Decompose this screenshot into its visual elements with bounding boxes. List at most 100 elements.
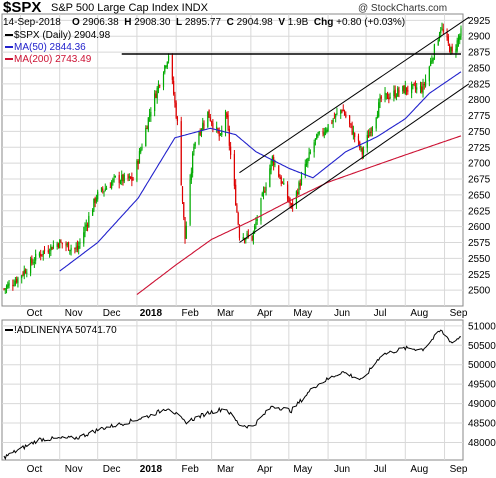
y-tick-label: 2525 xyxy=(468,270,491,281)
x-tick-label-breadth: Dec xyxy=(103,464,121,475)
candle-body xyxy=(159,85,161,87)
candle-body xyxy=(449,44,451,53)
candle-body xyxy=(219,134,222,136)
candle-body xyxy=(136,160,138,181)
candle-body xyxy=(260,198,262,222)
y-tick-label: 2650 xyxy=(468,190,491,201)
candle-body xyxy=(66,243,68,246)
candle-body xyxy=(371,127,373,132)
candle-body xyxy=(279,177,281,179)
candle-body xyxy=(237,213,239,225)
candle-body xyxy=(79,241,81,245)
candle-body xyxy=(93,198,95,210)
candle-body xyxy=(84,226,86,233)
candle-body xyxy=(441,28,443,30)
candle-body xyxy=(307,158,309,164)
candle-body xyxy=(246,233,248,237)
candle-body xyxy=(379,97,381,103)
candle-body xyxy=(236,205,238,213)
candle-body xyxy=(360,146,362,148)
candle-body xyxy=(323,132,325,136)
x-tick-label-price: Mar xyxy=(217,308,235,319)
candle-body xyxy=(61,242,63,245)
candle-body xyxy=(16,279,18,283)
candle-body xyxy=(397,88,399,97)
candle-body xyxy=(218,130,220,137)
candle-body xyxy=(313,142,315,153)
candle-body xyxy=(309,151,311,154)
change-label: Chg xyxy=(313,17,334,28)
candle-body xyxy=(376,114,379,119)
ma50-line xyxy=(59,71,462,272)
candle-body xyxy=(185,225,187,239)
candle-body xyxy=(227,115,229,130)
candle-body xyxy=(280,177,282,184)
y-tick-label: 2625 xyxy=(468,206,491,217)
candle-body xyxy=(216,126,218,129)
candle-body xyxy=(403,85,405,94)
candle-body xyxy=(132,179,134,181)
candle-body xyxy=(345,114,347,118)
candle-body xyxy=(402,85,404,92)
candle-body xyxy=(190,172,192,181)
ma50-swatch xyxy=(5,46,13,49)
candle-body xyxy=(41,254,43,256)
x-tick-label-breadth: Feb xyxy=(182,464,200,475)
candle-body xyxy=(255,222,257,225)
candle-body xyxy=(412,84,414,86)
x-tick-label-price: Jul xyxy=(374,308,387,319)
y-tick-label: 2725 xyxy=(468,143,491,154)
legend-price: $SPX (Daily) 2904.98 xyxy=(5,30,110,41)
candle-body xyxy=(76,245,79,250)
candle-body xyxy=(384,92,386,99)
candle-body xyxy=(26,272,28,274)
candle-body xyxy=(278,165,280,177)
legend-breadth-text: !ADLINENYA 50741.70 xyxy=(14,325,117,336)
candle-body xyxy=(166,61,168,67)
candle-body xyxy=(455,48,457,53)
candle-body xyxy=(283,183,285,185)
candle-body xyxy=(416,87,418,90)
candle-body xyxy=(17,277,19,284)
symbol: $SPX xyxy=(3,0,42,16)
candle-body xyxy=(94,198,96,203)
candle-body xyxy=(181,186,184,202)
candle-body xyxy=(299,182,301,186)
candle-body xyxy=(154,93,156,112)
legend-price-text: $SPX (Daily) 2904.98 xyxy=(14,30,111,41)
candle-body xyxy=(388,97,390,100)
candle-body xyxy=(304,164,306,176)
candle-body xyxy=(460,28,462,36)
legend-breadth: !ADLINENYA 50741.70 xyxy=(5,325,117,336)
candle-body xyxy=(65,243,67,246)
candle-body xyxy=(292,202,294,207)
candle-body xyxy=(428,66,430,82)
candle-body xyxy=(221,130,223,136)
candle-body xyxy=(395,96,398,98)
candle-body xyxy=(262,190,265,195)
y-tick-label: 51000 xyxy=(468,321,496,332)
ma200-swatch xyxy=(5,58,13,61)
y-tick-label: 2750 xyxy=(468,127,491,138)
candle-body xyxy=(433,44,436,60)
candle-body xyxy=(342,109,344,112)
candle-body xyxy=(226,113,228,118)
candle-body xyxy=(38,253,41,256)
x-axis: Oct Oct Nov Nov Dec Dec 2018 2018 Feb Feb Mar Mar Ap… xyxy=(27,308,468,475)
candle-body xyxy=(212,123,214,129)
candles xyxy=(3,22,462,294)
candle-body xyxy=(224,111,227,132)
candle-body xyxy=(23,269,25,276)
candle-body xyxy=(43,249,46,252)
candle-body xyxy=(336,112,338,114)
candle-body xyxy=(200,129,203,133)
candle-body xyxy=(83,232,85,244)
candle-body xyxy=(251,235,253,241)
close-label: C xyxy=(226,17,234,28)
candle-body xyxy=(314,138,317,141)
candle-body xyxy=(33,261,35,263)
candle-body xyxy=(137,161,139,164)
open-label: O xyxy=(71,17,80,28)
candle-body xyxy=(111,182,113,189)
candle-body xyxy=(127,174,129,179)
